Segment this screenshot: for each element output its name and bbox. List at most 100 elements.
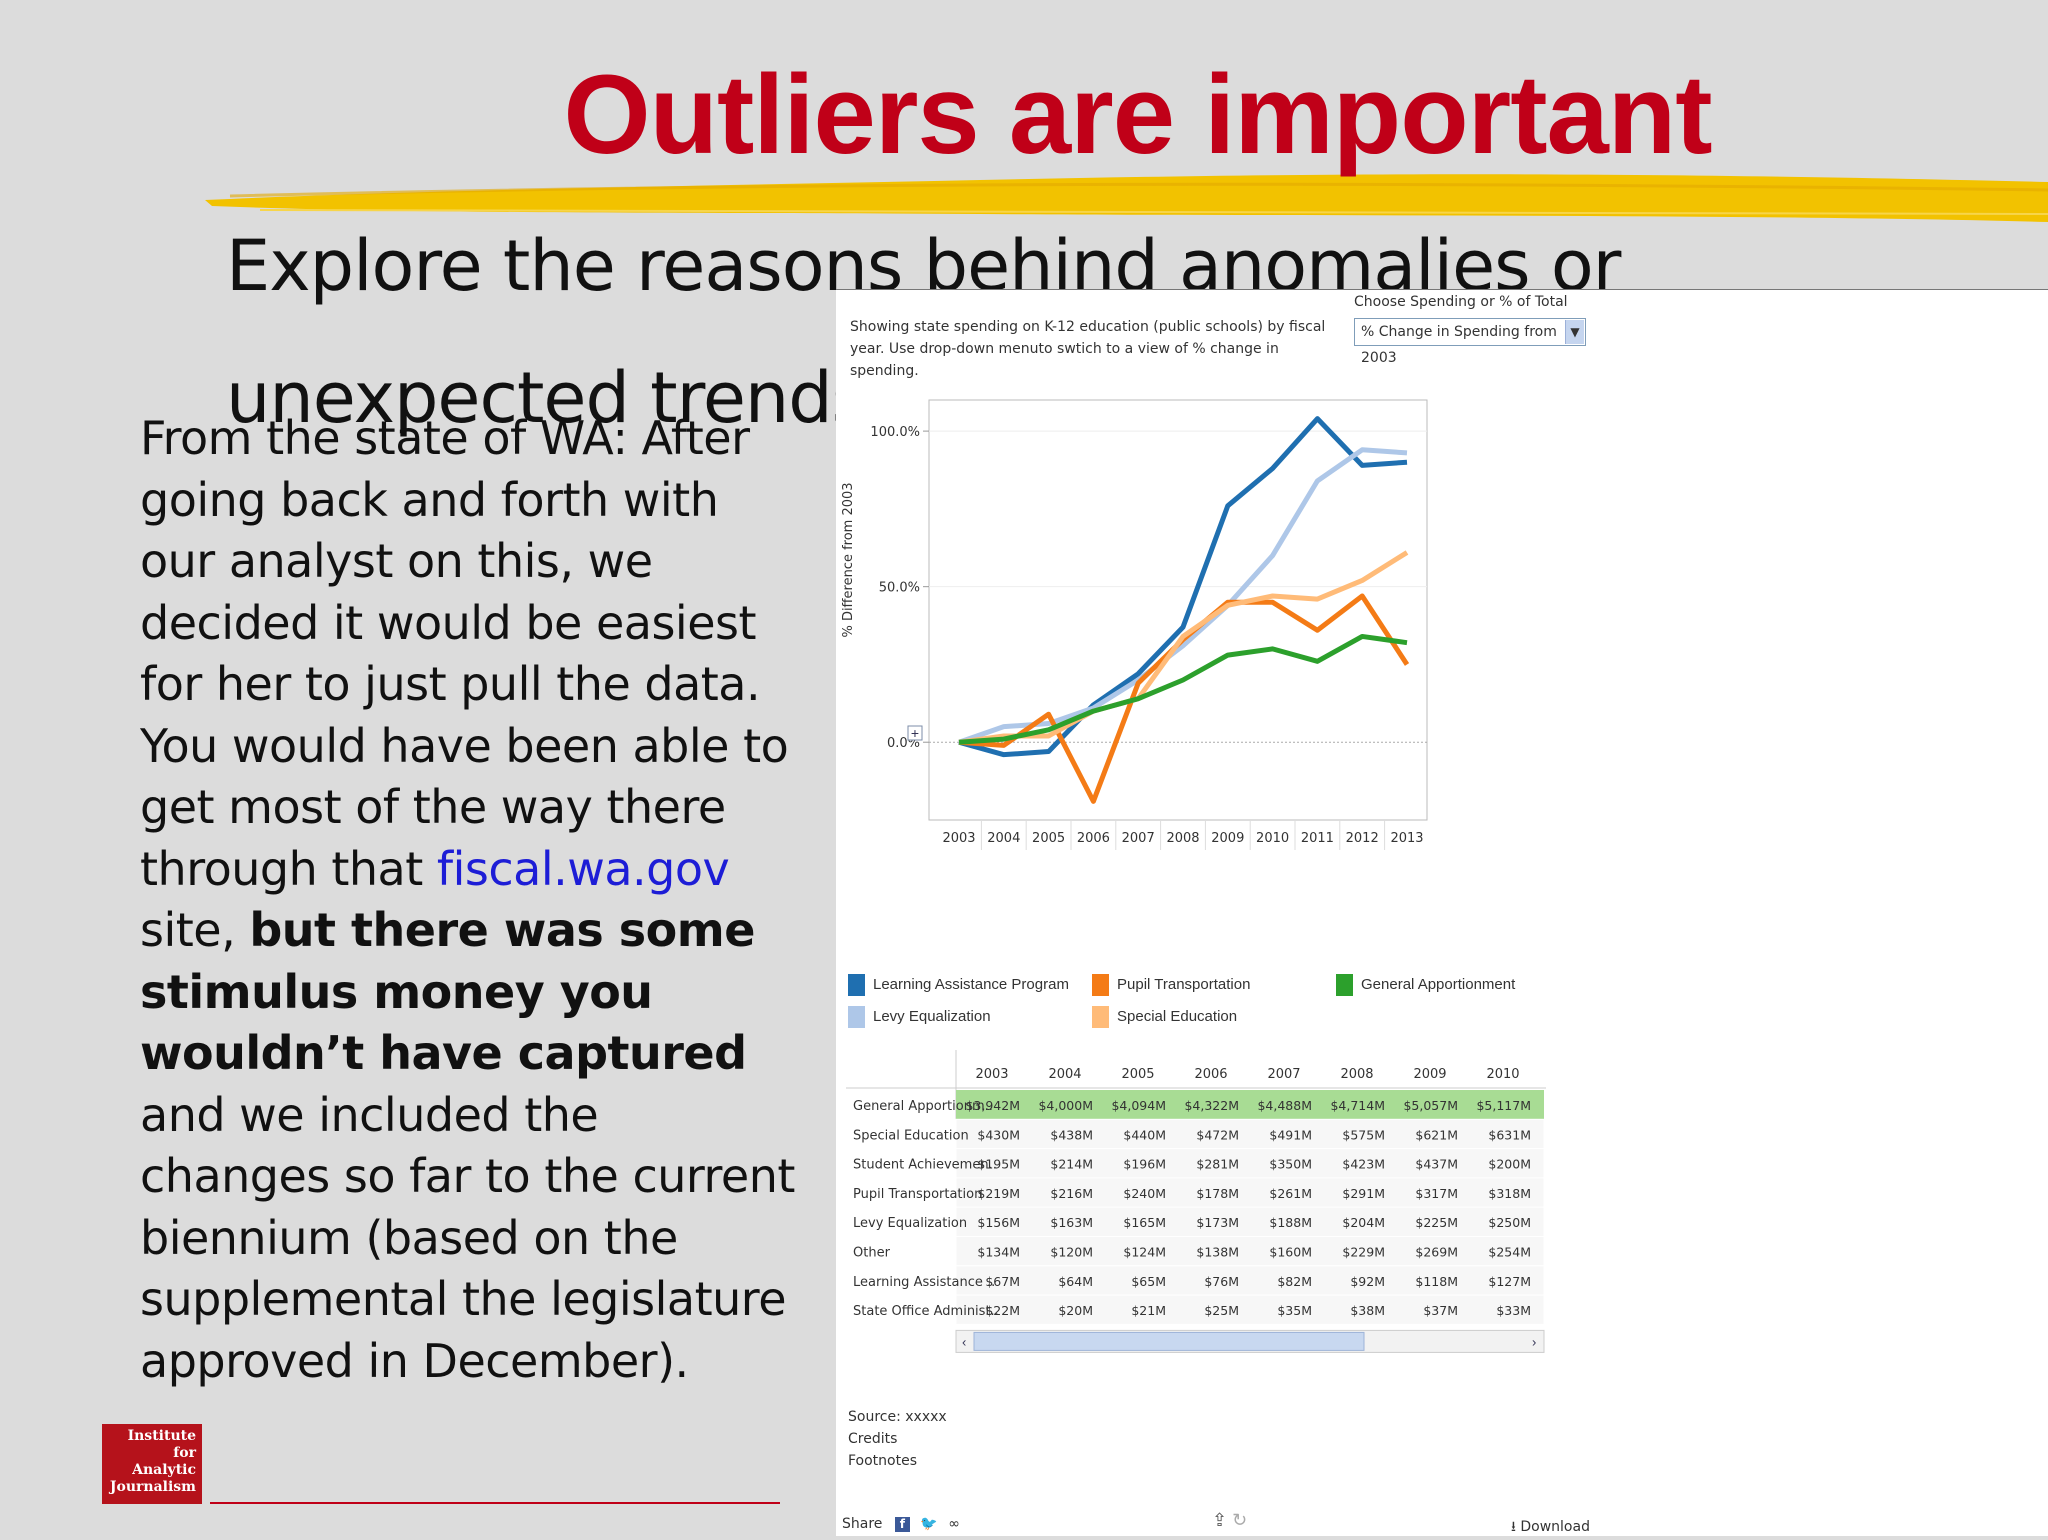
table-cell: $281M — [1196, 1157, 1239, 1172]
legend-swatch — [848, 974, 865, 996]
x-tick-label: 2007 — [1122, 831, 1155, 846]
table-column-header[interactable]: 2009 — [1413, 1067, 1446, 1082]
table-cell: $127M — [1488, 1274, 1531, 1289]
table-cell: $254M — [1488, 1245, 1531, 1260]
table-cell: $25M — [1204, 1303, 1239, 1318]
table-cell: $82M — [1277, 1274, 1312, 1289]
source-line: Source: xxxxx — [848, 1409, 947, 1425]
scroll-right-icon[interactable]: › — [1532, 1334, 1536, 1349]
legend-item: General Apportionment — [1336, 974, 1515, 996]
table-cell: $5,117M — [1476, 1098, 1531, 1113]
table-cell: $5,057M — [1403, 1098, 1458, 1113]
table-column-header[interactable]: 2010 — [1486, 1067, 1519, 1082]
table-column-header[interactable]: 2003 — [975, 1067, 1008, 1082]
expand-icon[interactable]: + — [907, 725, 923, 741]
share-export-icon[interactable]: ⇪ — [1212, 1510, 1228, 1530]
table-cell: $214M — [1050, 1157, 1093, 1172]
legend-item: Learning Assistance Program — [848, 974, 1069, 996]
table-row-label: Learning Assistance .. — [853, 1275, 995, 1290]
x-tick-label: 2012 — [1346, 831, 1379, 846]
table-cell: $261M — [1269, 1186, 1312, 1201]
table-cell: $188M — [1269, 1215, 1312, 1230]
viz-toolbar: ⇪ ↻ — [1212, 1510, 1247, 1531]
table-cell: $22M — [985, 1303, 1020, 1318]
table-row-label: General Apportionm.. — [853, 1099, 993, 1114]
table-cell: $269M — [1415, 1245, 1458, 1260]
table-row-label: Pupil Transportation — [853, 1187, 982, 1202]
table-cell: $38M — [1350, 1303, 1385, 1318]
table-row-label: Student Achievemen.. — [853, 1158, 997, 1173]
download-button[interactable]: ⭳ Download — [1511, 1519, 1590, 1535]
table-cell: $225M — [1415, 1215, 1458, 1230]
y-tick-label: 50.0% — [879, 581, 920, 596]
table-cell: $200M — [1488, 1157, 1531, 1172]
table-column-header[interactable]: 2007 — [1267, 1067, 1300, 1082]
table-row-bg — [955, 1236, 1545, 1267]
iaj-logo: Institute for Analytic Journalism — [102, 1424, 202, 1504]
table-row-label: State Office Administ.. — [853, 1304, 999, 1319]
table-cell: $437M — [1415, 1157, 1458, 1172]
line-chart: 2003 2004 2005 2006 2007 2008 2009 2010 2011 2012… — [841, 399, 1428, 850]
table-cell: $318M — [1488, 1186, 1531, 1201]
chevron-down-icon[interactable]: ▼ — [1565, 320, 1584, 344]
table-cell: $64M — [1058, 1274, 1093, 1289]
viz-description: Showing state spending on K-12 education… — [850, 319, 1326, 379]
revert-icon[interactable]: ↻ — [1232, 1510, 1248, 1530]
series-line[interactable] — [958, 550, 1409, 745]
table-cell: $160M — [1269, 1245, 1312, 1260]
table-column-header[interactable]: 2006 — [1194, 1067, 1227, 1082]
series-line[interactable] — [958, 633, 1408, 745]
footnotes-link[interactable]: Footnotes — [848, 1453, 918, 1469]
table-cell: $621M — [1415, 1127, 1458, 1142]
table-cell: $472M — [1196, 1127, 1239, 1142]
table-cell: $4,000M — [1038, 1098, 1093, 1113]
table-cell: $317M — [1415, 1186, 1458, 1201]
table-cell: $67M — [985, 1274, 1020, 1289]
body-paragraph: From the state of WA: After going back a… — [140, 408, 800, 1392]
legend-swatch — [1336, 974, 1353, 996]
measure-dropdown[interactable]: % Change in Spending from 2003 ▼ — [1354, 318, 1586, 366]
data-table: 2003 2004 2005 2006 2007 2008 2009 2010 General … — [846, 1050, 1546, 1353]
x-tick-label: 2006 — [1077, 831, 1110, 846]
table-cell: $250M — [1488, 1215, 1531, 1230]
table-cell: $134M — [977, 1245, 1020, 1260]
table-cell: $229M — [1342, 1245, 1385, 1260]
credits-link[interactable]: Credits — [848, 1431, 898, 1447]
table-cell: $195M — [977, 1157, 1020, 1172]
table-cell: $118M — [1415, 1274, 1458, 1289]
choose-label: Choose Spending or % of Total — [1354, 294, 1568, 310]
table-cell: $4,322M — [1184, 1098, 1239, 1113]
slide-title: Outliers are important — [563, 52, 1712, 177]
table-column-header[interactable]: 2005 — [1121, 1067, 1154, 1082]
table-cell: $196M — [1123, 1157, 1166, 1172]
x-tick-label: 2013 — [1390, 831, 1423, 846]
x-tick-label: 2004 — [987, 831, 1020, 846]
table-cell: $33M — [1496, 1303, 1531, 1318]
facebook-icon[interactable]: f — [894, 1517, 910, 1532]
footer-divider — [210, 1502, 780, 1504]
table-cell: $92M — [1350, 1274, 1385, 1289]
table-column-header[interactable]: 2008 — [1340, 1067, 1373, 1082]
legend-item: Pupil Transportation — [1092, 974, 1250, 996]
twitter-icon[interactable]: 🐦 — [920, 1516, 938, 1532]
table-column-header[interactable]: 2004 — [1048, 1067, 1081, 1082]
table-row-bg — [955, 1206, 1545, 1237]
table-row-label: Special Education — [853, 1128, 969, 1143]
table-cell: $163M — [1050, 1215, 1093, 1230]
table-row-bg — [955, 1177, 1545, 1208]
scroll-left-icon[interactable]: ‹ — [962, 1334, 966, 1349]
table-cell: $35M — [1277, 1303, 1312, 1318]
body-text-1: From the state of WA: After going back a… — [140, 411, 789, 896]
table-row-bg — [955, 1294, 1545, 1325]
tableau-viz-panel: Showing state spending on K-12 education… — [836, 290, 2048, 1536]
series-line[interactable] — [958, 416, 1408, 758]
table-cell: $138M — [1196, 1245, 1239, 1260]
legend-label: Special Education — [1117, 1007, 1238, 1025]
scrollbar-thumb[interactable] — [973, 1331, 1365, 1351]
fiscal-link[interactable]: fiscal.wa.gov — [436, 841, 730, 896]
table-row-bg — [955, 1265, 1545, 1296]
table-cell: $219M — [977, 1186, 1020, 1201]
link-icon[interactable]: ∞ — [948, 1516, 960, 1532]
table-cell: $491M — [1269, 1127, 1312, 1142]
table-cell: $430M — [977, 1127, 1020, 1142]
